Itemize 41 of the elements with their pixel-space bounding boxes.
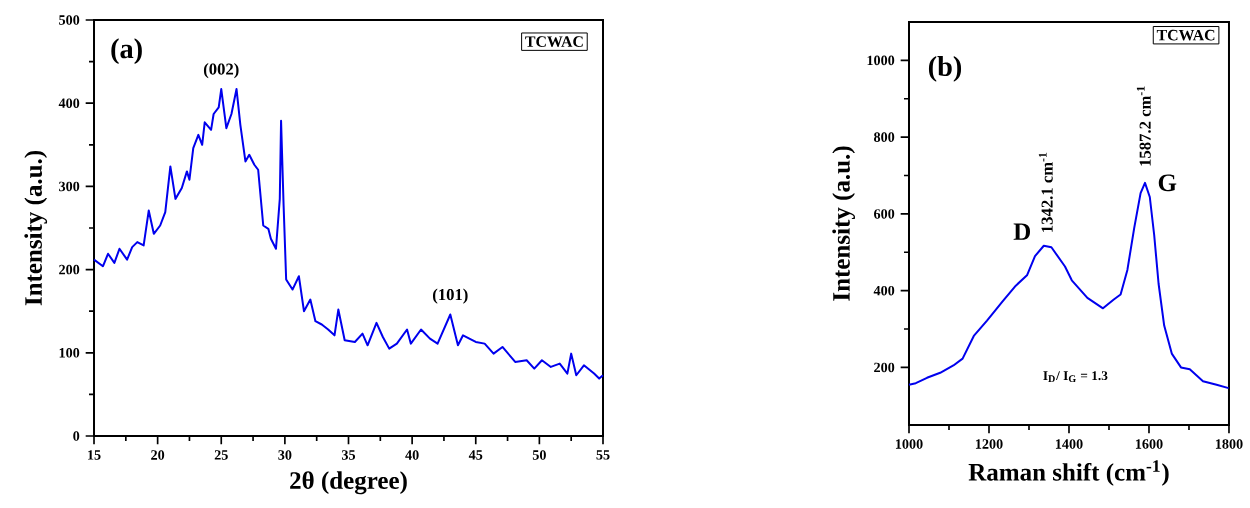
x-tick-label: 20 xyxy=(151,450,165,460)
x-tick-label: 15 xyxy=(88,450,101,460)
y-tick-label: 100 xyxy=(59,348,80,358)
annotation: (b) xyxy=(928,56,962,82)
x-tick-label: 55 xyxy=(596,450,610,460)
annotation: (a) xyxy=(111,38,142,65)
x-tick-label: 1800 xyxy=(1215,439,1243,449)
y-tick-label: 800 xyxy=(874,132,895,142)
x-tick-label: 1400 xyxy=(1055,439,1083,449)
x-tick-label: 40 xyxy=(405,450,419,460)
annotation: TCWAC xyxy=(525,36,583,48)
x-tick-label: 25 xyxy=(214,450,228,460)
x-tick-label: 50 xyxy=(532,450,546,460)
y-tick-label: 200 xyxy=(874,362,895,373)
x-tick-label: 35 xyxy=(341,450,356,460)
x-axis-title: 2θ (degree) xyxy=(290,471,407,495)
annotation: 1342.1 cm$^{-1}$ xyxy=(1038,152,1053,232)
y-tick-label: 1000 xyxy=(867,55,895,66)
x-axis-title: Raman shift (cm$^{-1}$) xyxy=(968,460,1169,486)
y-tick-label: 0 xyxy=(73,431,80,441)
y-tick-label: 400 xyxy=(58,98,80,108)
x-tick-label: 30 xyxy=(278,450,292,460)
y-tick-label: 600 xyxy=(874,209,895,219)
annotation: G xyxy=(1158,174,1177,192)
x-tick-label: 45 xyxy=(468,450,483,460)
x-tick-label: 1600 xyxy=(1135,439,1163,449)
x-tick-label: 1200 xyxy=(975,439,1003,449)
annotation: (002) xyxy=(203,63,239,79)
annotation: TCWAC xyxy=(1156,29,1215,41)
annotation: I$_{D}$/ I$_{G}$ = 1.3 xyxy=(1043,371,1108,383)
annotation: 1587.2 cm$^{-1}$ xyxy=(1136,86,1151,166)
y-axis-title: Intensity (a.u.) xyxy=(24,150,48,306)
annotation: (101) xyxy=(432,288,468,304)
y-tick-label: 300 xyxy=(59,181,80,192)
y-tick-label: 400 xyxy=(873,285,895,296)
line-series xyxy=(93,88,604,380)
y-axis-title: Intensity (a.u.) xyxy=(832,146,855,301)
x-tick-label: 1000 xyxy=(895,439,923,449)
y-tick-label: 200 xyxy=(59,264,80,275)
y-tick-label: 500 xyxy=(59,15,80,25)
annotation: D xyxy=(1013,223,1031,240)
